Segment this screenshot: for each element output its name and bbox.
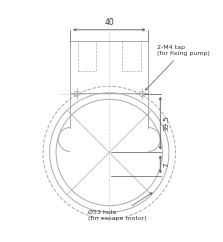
Bar <box>122 41 141 71</box>
Text: 39.5: 39.5 <box>163 115 169 131</box>
Text: 40: 40 <box>104 18 114 27</box>
Text: 7: 7 <box>163 162 169 167</box>
Bar <box>78 41 96 71</box>
Text: Ø53 hole
(for escape motor): Ø53 hole (for escape motor) <box>88 193 152 221</box>
Bar <box>70 41 148 93</box>
Text: 2-M4 tap
(for fixing pump): 2-M4 tap (for fixing pump) <box>145 45 210 90</box>
